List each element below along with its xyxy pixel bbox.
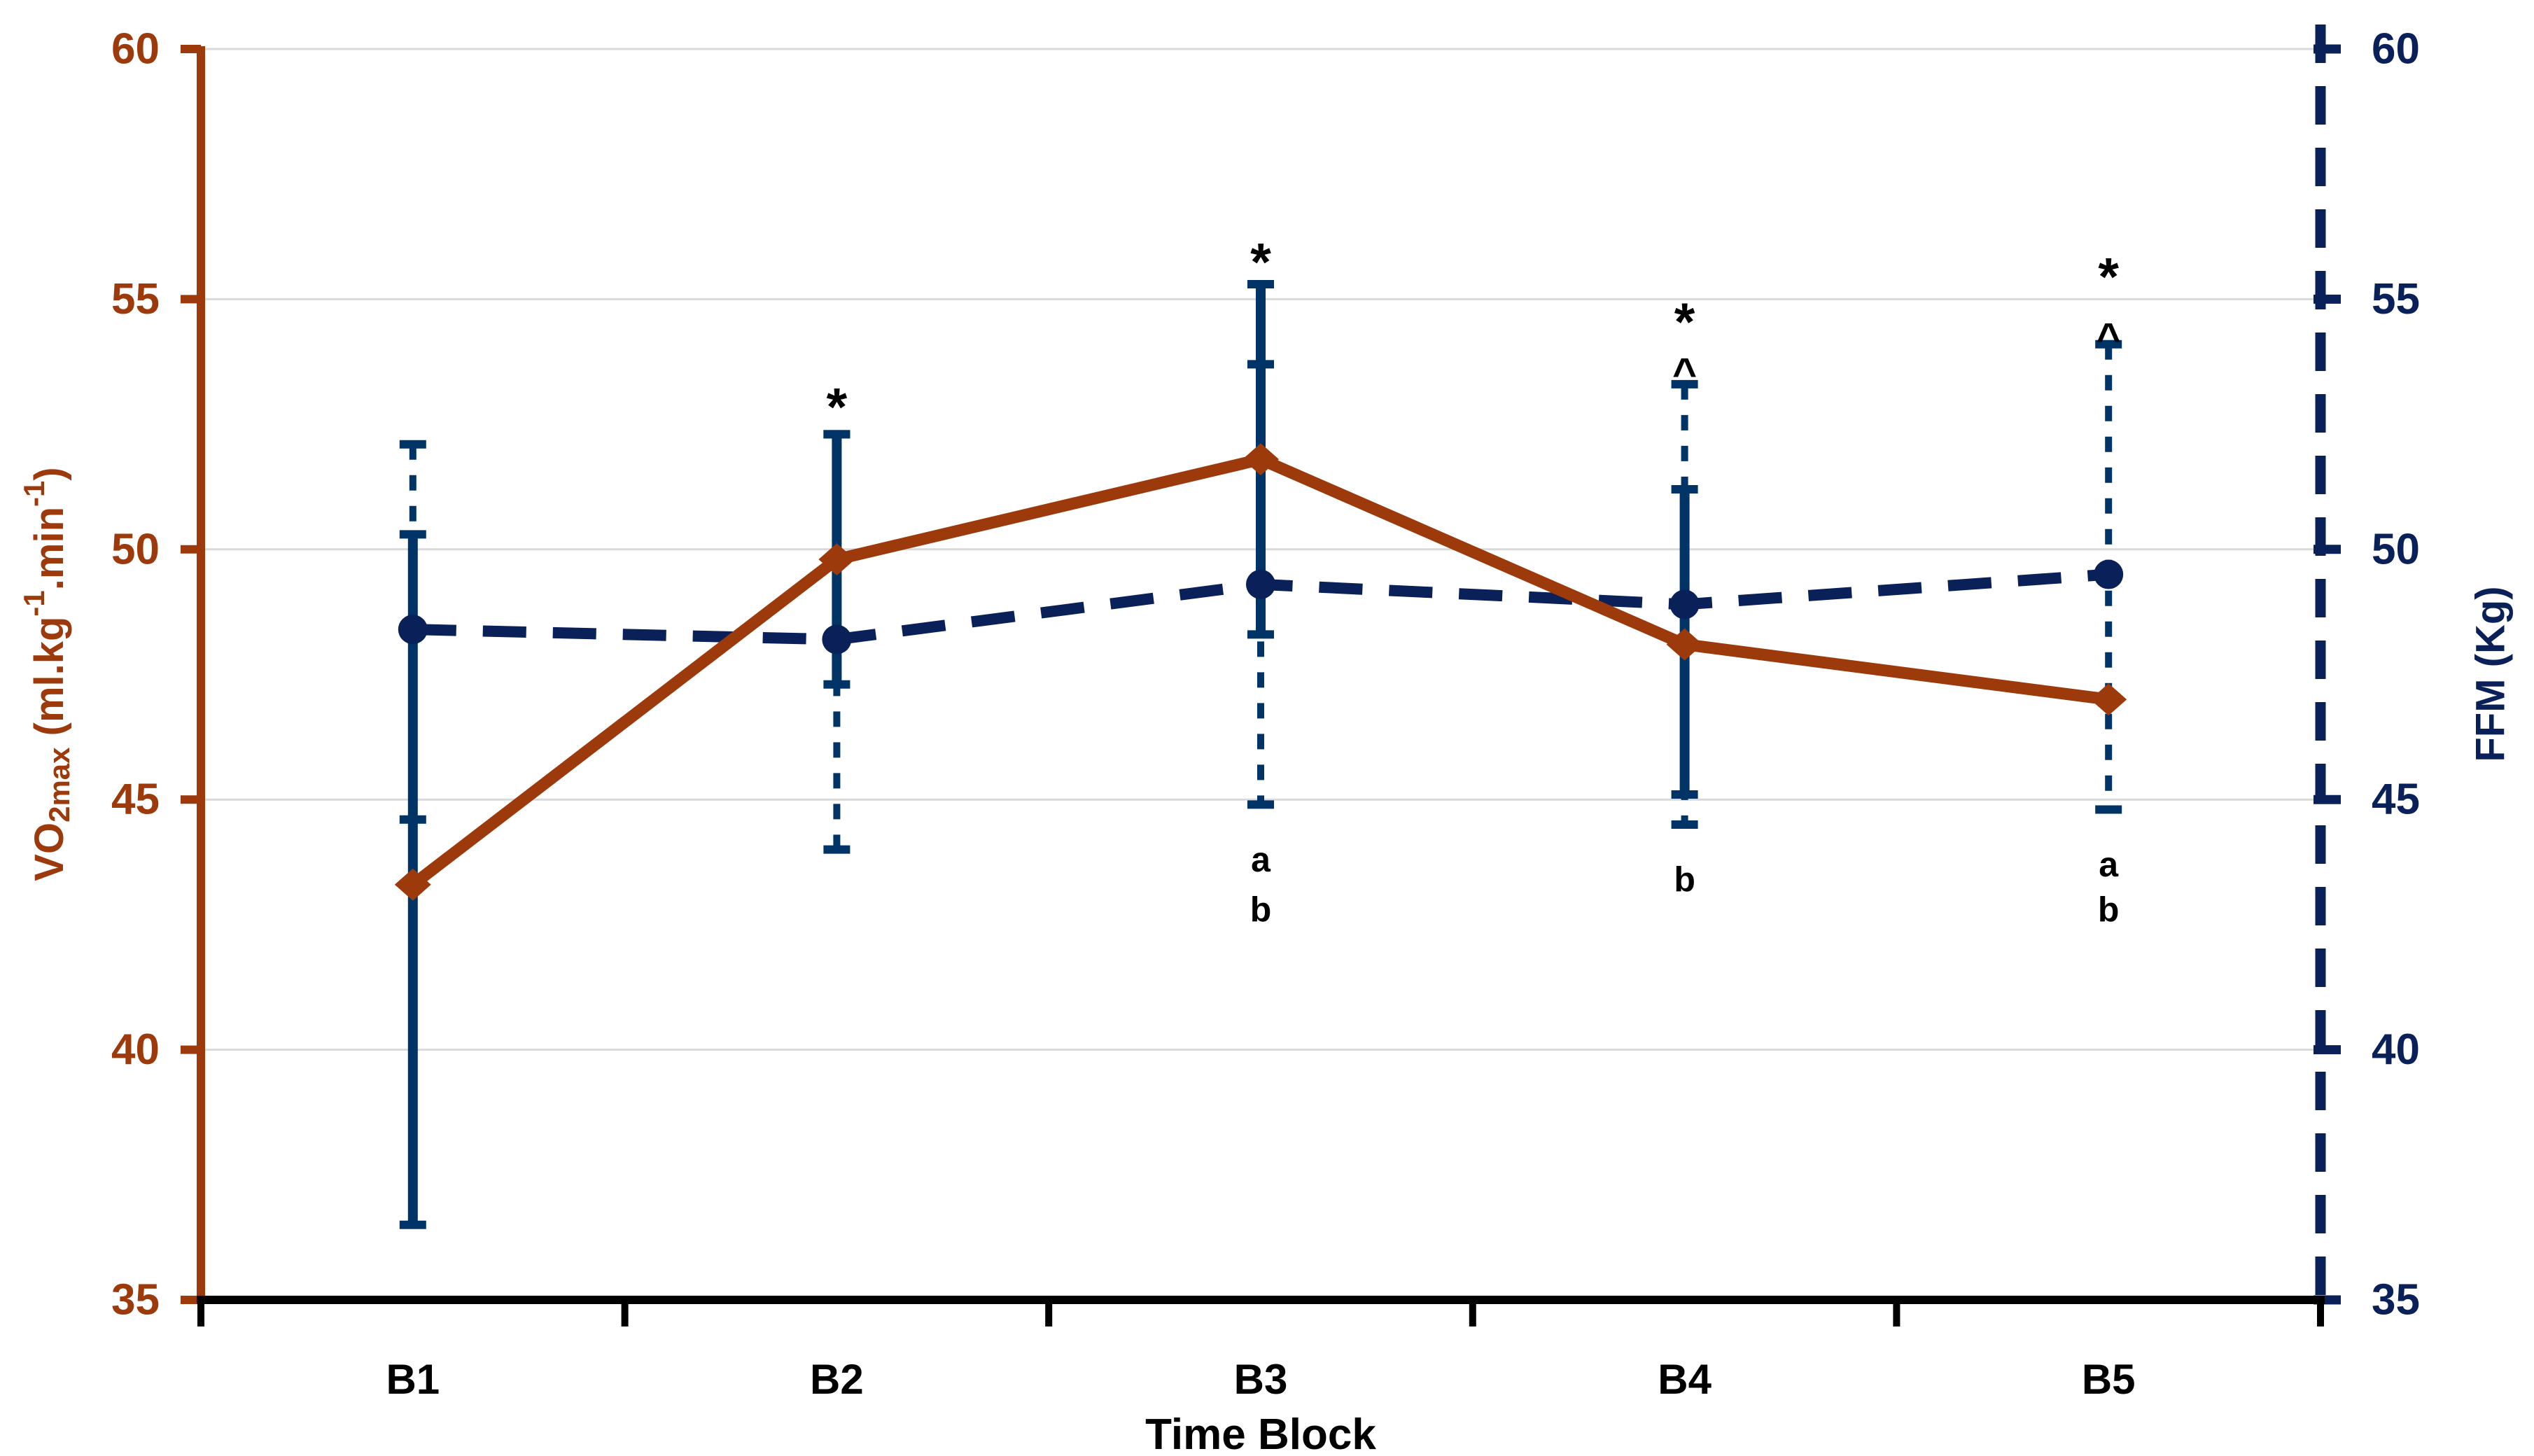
y-left-tick-label-45: 45	[111, 776, 160, 824]
annotation-B4-b: b	[1674, 860, 1695, 899]
vo2max-marker-B3	[1242, 443, 1279, 476]
y-right-tick-label-45: 45	[2372, 776, 2420, 824]
x-tick-label-B1: B1	[386, 1356, 440, 1403]
ffm-marker-B1	[398, 615, 428, 645]
annotation-B3-a: a	[1251, 840, 1271, 879]
vo2max-marker-B1	[394, 868, 431, 901]
annotation-B3-star: *	[1250, 232, 1271, 292]
ffm-marker-B4	[1670, 589, 1700, 620]
ffm-marker-B2	[822, 624, 852, 654]
x-tick-label-B3: B3	[1234, 1356, 1288, 1403]
y-left-tick-label-40: 40	[111, 1026, 160, 1074]
vo2max-marker-B5	[2090, 683, 2127, 716]
y-right-tick-label-55: 55	[2372, 275, 2420, 323]
y-left-tick-label-50: 50	[111, 525, 160, 573]
annotation-B5-star: *	[2098, 248, 2119, 307]
annotation-B2-star: *	[827, 378, 848, 438]
y-left-axis-title: VO2max (ml.kg-1.min-1)	[18, 467, 76, 881]
y-right-tick-label-50: 50	[2372, 525, 2420, 573]
ffm-marker-B5	[2094, 559, 2124, 589]
annotation-B5-caret: ^	[2096, 315, 2121, 362]
ffm-marker-B3	[1246, 569, 1275, 599]
annotation-B5-a: a	[2099, 845, 2119, 884]
annotation-B5-b: b	[2098, 890, 2120, 929]
y-left-tick-label-55: 55	[111, 275, 160, 323]
y-right-tick-label-60: 60	[2372, 25, 2420, 74]
annotation-B3-b: b	[1250, 890, 1272, 929]
x-tick-label-B4: B4	[1658, 1356, 1712, 1403]
vo2max-marker-B4	[1666, 628, 1703, 661]
y-right-tick-label-35: 35	[2372, 1276, 2420, 1324]
y-left-tick-label-35: 35	[111, 1276, 160, 1324]
y-right-tick-label-40: 40	[2372, 1026, 2420, 1074]
x-axis-title: Time Block	[1145, 1410, 1376, 1456]
vo2max-marker-B2	[818, 543, 855, 576]
annotation-B4-caret: ^	[1672, 350, 1697, 397]
y-left-tick-label-60: 60	[111, 25, 160, 74]
y-right-axis-title: FFM (Kg)	[2468, 586, 2514, 762]
annotation-B4-star: *	[1674, 293, 1695, 352]
x-tick-label-B5: B5	[2082, 1356, 2136, 1403]
x-tick-label-B2: B2	[810, 1356, 864, 1403]
